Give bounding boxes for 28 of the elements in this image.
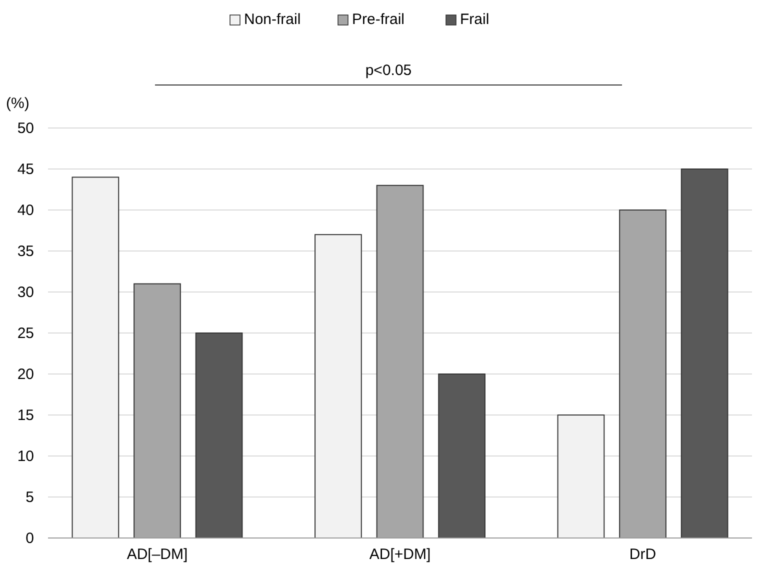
y-tick-label: 15 [17,407,34,424]
bar [72,176,120,538]
y-tick-label: 40 [17,202,34,219]
y-tick-label: 45 [17,161,34,178]
bar [134,283,181,538]
y-axis-title: (%) [6,95,30,112]
bar [557,414,605,538]
x-tick-label: AD[+DM] [369,546,431,563]
bar [680,168,728,538]
bar [195,332,243,538]
y-tick-label: 20 [17,366,34,383]
y-tick-label: 10 [17,448,34,465]
y-tick-label: 25 [17,325,34,342]
y-tick-label: 0 [26,530,34,547]
legend-label: Pre-frail [352,11,405,28]
y-tick-label: 30 [17,284,34,301]
text: p<0.05 [365,62,412,79]
bar [438,374,486,538]
y-tick-label: 50 [17,120,34,137]
bar [376,184,424,538]
x-tick-label: DrD [629,546,656,563]
legend-label: Non-frail [244,11,301,28]
legend-label: Frail [460,11,490,28]
bar [314,234,362,538]
x-tick-label: AD[–DM] [126,546,188,563]
bar [619,210,666,538]
y-tick-label: 5 [26,489,34,506]
y-tick-label: 35 [17,243,34,260]
